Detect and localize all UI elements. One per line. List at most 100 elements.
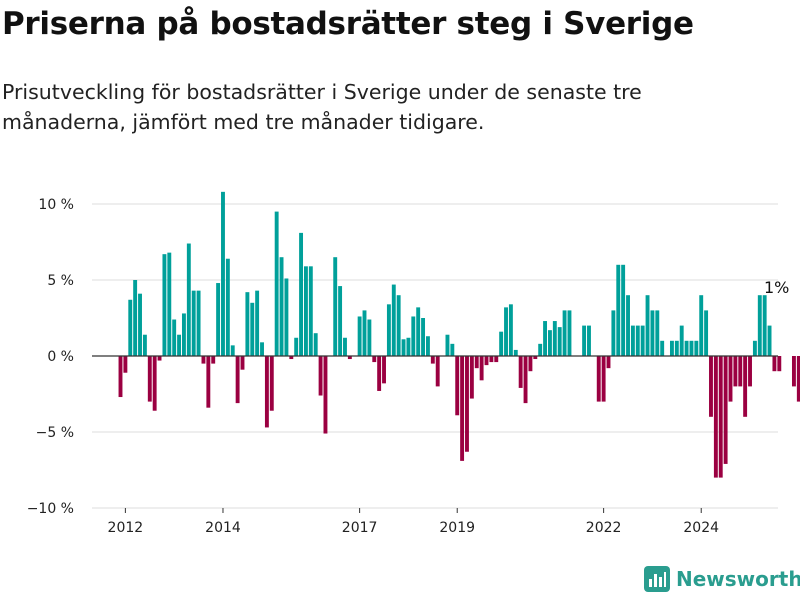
bar: [718, 356, 723, 478]
bar: [557, 327, 562, 356]
bar: [172, 319, 177, 356]
bar: [626, 295, 630, 356]
bar: [694, 340, 699, 356]
bar: [386, 304, 391, 356]
bar: [630, 325, 635, 356]
x-tick-label: 2012: [108, 520, 144, 536]
bar: [504, 307, 508, 356]
bar: [762, 295, 767, 356]
bar: [767, 325, 772, 356]
bar: [382, 356, 386, 384]
bar: [645, 295, 650, 356]
bar: [728, 356, 733, 402]
bar: [323, 356, 328, 434]
bar: [308, 266, 313, 356]
bar: [269, 356, 274, 411]
bar: [469, 356, 474, 399]
bar: [430, 356, 435, 364]
bar: [752, 340, 757, 356]
bar: [796, 356, 800, 402]
bar: [406, 337, 411, 356]
bar: [152, 356, 157, 411]
bar: [211, 356, 216, 364]
bar: [518, 356, 523, 388]
bar: [318, 356, 323, 396]
bar: [421, 318, 426, 356]
bar: [684, 340, 689, 356]
bar: [177, 334, 182, 356]
bar: [616, 264, 621, 356]
bar: [303, 266, 308, 356]
bar: [313, 333, 318, 356]
bar: [743, 356, 748, 417]
bar: [377, 356, 382, 391]
bar: [343, 337, 347, 356]
bar: [489, 356, 494, 363]
bar: [494, 356, 499, 363]
bar: [157, 356, 162, 361]
bar: [162, 254, 167, 356]
bar: [240, 356, 245, 370]
bar: [474, 356, 479, 369]
bar: [411, 316, 416, 356]
bar: [655, 310, 660, 356]
bar: [484, 356, 489, 366]
bar: [543, 321, 548, 356]
bar: [191, 290, 196, 356]
bar: [713, 356, 718, 478]
bar: [538, 343, 543, 356]
bar: [274, 211, 279, 356]
bar: [772, 356, 777, 372]
bar: [611, 310, 616, 356]
newsworthy-logo: Newsworthy: [644, 566, 800, 592]
bar: [479, 356, 484, 381]
bar: [547, 330, 552, 356]
bar: [513, 349, 518, 356]
bar: [528, 356, 533, 372]
bar: [587, 325, 591, 356]
x-tick-label: 2019: [439, 520, 475, 536]
bar: [289, 356, 294, 360]
bar: [133, 280, 138, 356]
bar: [206, 356, 211, 408]
bar: [660, 340, 665, 356]
bar: [225, 258, 230, 356]
bar: [738, 356, 743, 387]
bar: [284, 278, 289, 356]
latest-value-annotation: 1%: [764, 278, 789, 297]
bar: [362, 310, 367, 356]
bar: [167, 252, 172, 356]
bar: [372, 356, 377, 363]
bar: [235, 356, 240, 404]
bar: [669, 340, 674, 356]
bar: [465, 356, 469, 452]
bar: [533, 356, 538, 360]
bar: [138, 293, 142, 356]
bar: [499, 331, 504, 356]
bar: [230, 345, 235, 356]
bar: [704, 310, 709, 356]
x-tick-label: 2024: [683, 520, 719, 536]
bar: [357, 316, 362, 356]
bar: [635, 325, 640, 356]
bar: [367, 319, 372, 356]
bar: [142, 334, 147, 356]
bar: [294, 337, 299, 356]
bar: [196, 290, 201, 356]
brand-name: Newsworthy: [676, 567, 800, 591]
y-tick-label: −10 %: [27, 501, 74, 517]
bar: [733, 356, 738, 387]
bar: [606, 356, 611, 369]
bar: [260, 342, 264, 356]
bar: [562, 310, 567, 356]
bar: [709, 356, 713, 417]
chart-subtitle: Prisutveckling för bostadsrätter i Sveri…: [2, 80, 642, 134]
bar: [582, 325, 587, 356]
bar: [596, 356, 601, 402]
bar: [650, 310, 655, 356]
x-tick-label: 2017: [342, 520, 378, 536]
bar: [299, 232, 304, 356]
bar: [791, 356, 796, 387]
bar-chart-logo-icon: [644, 566, 670, 592]
bar: [128, 299, 133, 356]
